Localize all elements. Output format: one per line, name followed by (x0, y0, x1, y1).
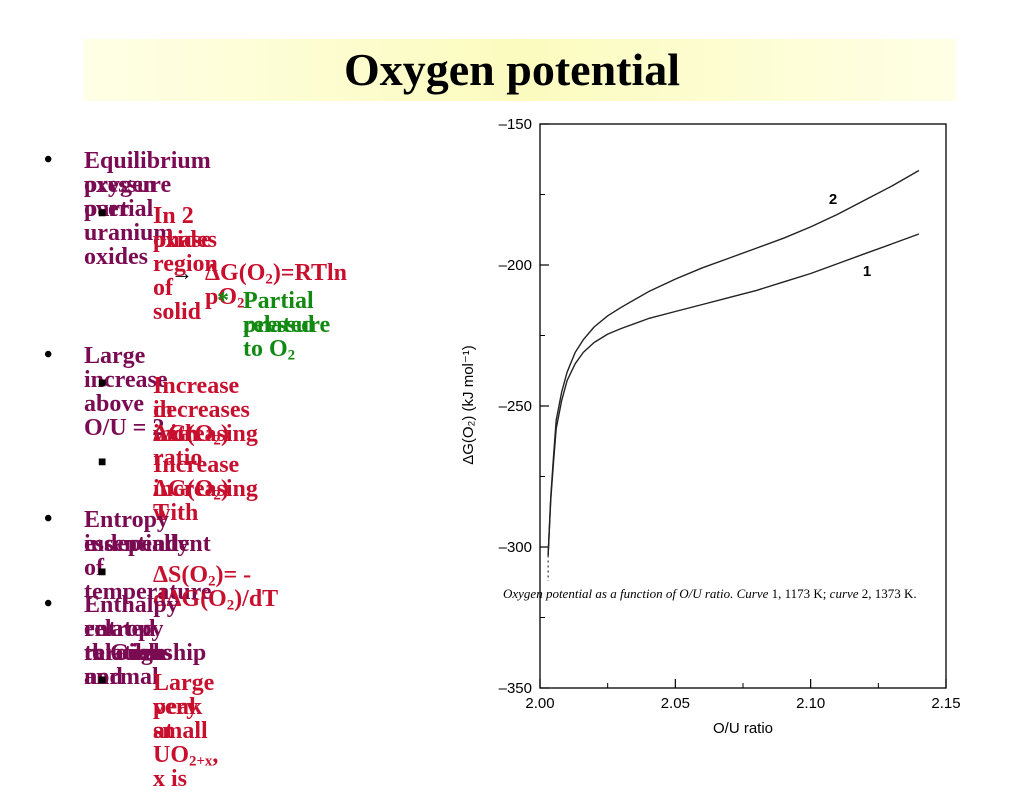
plot-frame (539, 123, 947, 689)
series-1-line (547, 233, 920, 556)
title-band (84, 39, 956, 101)
bullet-text: oxides (153, 227, 218, 253)
y-tick-label: –350 (499, 680, 532, 697)
square-bullet-marker: ■ (98, 565, 107, 580)
bullet-marker: • (44, 506, 53, 532)
bullet-text: related to O2 (243, 312, 315, 364)
bullet-text: Enthalpy related to Gibbs and (84, 592, 179, 690)
formula-text: ΔS(O2)= -dΔG(O2)/dT (153, 562, 279, 614)
y-axis-label: ΔG(O₂) (kJ mol⁻¹) (460, 345, 477, 465)
x-tick-label: 2.15 (931, 695, 960, 712)
square-bullet-marker: ■ (98, 455, 107, 470)
square-bullet-marker: ■ (98, 673, 107, 688)
arrow-icon: → (171, 260, 193, 285)
x-axis-label: O/U ratio (713, 720, 773, 737)
y-tick-label: –250 (499, 398, 532, 415)
series-2-line (547, 169, 920, 556)
bullet-text: In 2 phase region of solid (153, 203, 218, 325)
bullet-text: relationship (84, 640, 207, 666)
series-2-label: 2 (829, 191, 837, 208)
y-tick-label: –300 (499, 539, 532, 556)
bullet-marker: • (44, 342, 53, 368)
bullet-marker: • (44, 147, 53, 173)
asterisk-marker: * (217, 288, 229, 314)
bullet-text: Partial pressure (243, 288, 331, 338)
bullet-text: decreases with (153, 397, 250, 447)
bullet-text: independent of temperature (84, 531, 212, 605)
bullet-text: increasing T (153, 476, 258, 526)
bullet-text: entropy through normal (84, 616, 167, 690)
bullet-text: pressure over uranium oxides (84, 172, 174, 270)
bullet-marker: • (44, 591, 53, 617)
bullet-text: Equilibrium oxygen partial (84, 148, 211, 222)
formula-text: ΔG(O2)=RTln pO2 (205, 260, 347, 312)
y-tick-label: –150 (499, 116, 532, 133)
bullet-text: increasing ratio (153, 421, 258, 471)
bullet-text: Entropy essentially (84, 507, 190, 557)
slide-title: Oxygen potential (343, 44, 681, 95)
square-bullet-marker: ■ (98, 376, 107, 391)
y-tick-label: –200 (499, 257, 532, 274)
x-tick-label: 2.00 (525, 695, 554, 712)
bullet-text: Increase in ΔG(O2) (153, 373, 240, 449)
bullet-text: very small (153, 694, 208, 744)
square-bullet-marker: ■ (98, 206, 107, 221)
series-1-label: 1 (863, 263, 871, 280)
x-tick-label: 2.05 (661, 695, 690, 712)
x-tick-label: 2.10 (796, 695, 825, 712)
bullet-text: Large increase above O/U = 2 (84, 343, 168, 441)
chart-caption: Oxygen potential as a function of O/U ra… (503, 586, 917, 601)
bullet-text: Increase ΔG(O2) with (153, 452, 240, 526)
